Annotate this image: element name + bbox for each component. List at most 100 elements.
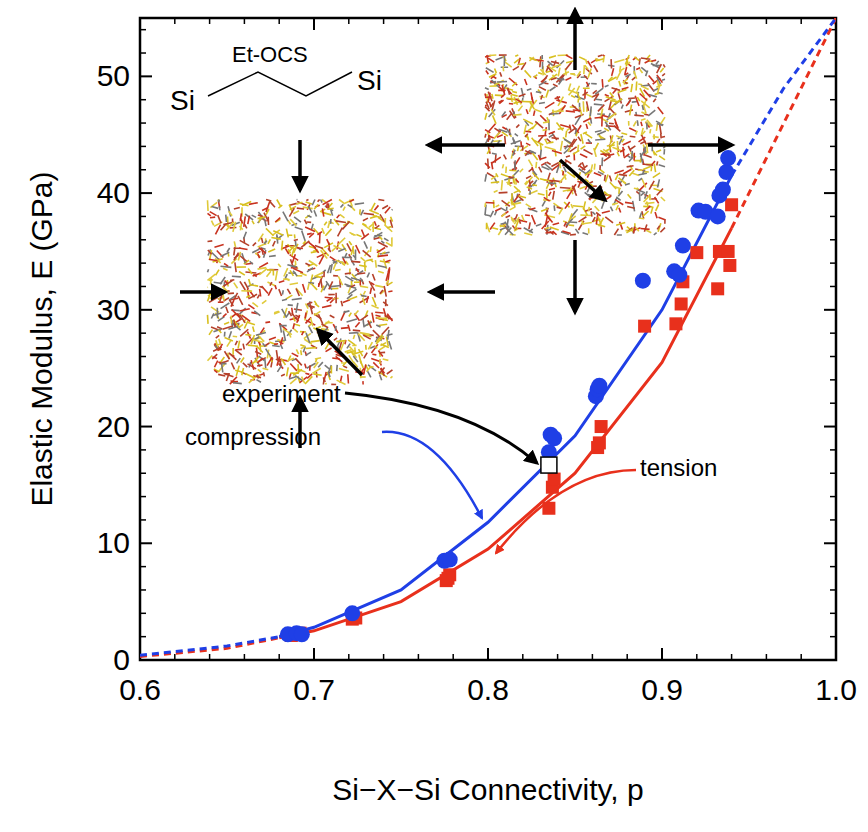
y-minor-tick	[830, 519, 836, 521]
molecular-model	[208, 200, 393, 385]
y-tick	[824, 426, 836, 428]
y-minor-tick	[140, 239, 146, 241]
y-minor-tick	[830, 262, 836, 264]
x-minor-tick	[557, 18, 559, 24]
y-minor-tick	[140, 472, 146, 474]
y-tick-label: 0	[113, 643, 130, 676]
y-minor-tick	[830, 216, 836, 218]
data-point	[718, 164, 734, 180]
x-minor-tick	[348, 18, 350, 24]
data-point	[675, 238, 691, 254]
y-minor-tick	[140, 262, 146, 264]
data-point	[710, 208, 726, 224]
y-tick	[140, 192, 152, 194]
x-tick-label: 1.0	[815, 673, 857, 706]
y-tick-label: 20	[97, 410, 130, 443]
x-minor-tick	[174, 18, 176, 24]
x-minor-tick	[278, 654, 280, 660]
y-minor-tick	[830, 402, 836, 404]
data-point	[595, 420, 608, 433]
y-minor-tick	[140, 566, 146, 568]
y-minor-tick	[140, 402, 146, 404]
y-minor-tick	[140, 146, 146, 148]
y-minor-tick	[140, 29, 146, 31]
data-point	[344, 605, 360, 621]
data-point	[711, 282, 724, 295]
y-tick	[140, 542, 152, 544]
arrow	[318, 330, 362, 375]
y-minor-tick	[830, 169, 836, 171]
y-minor-tick	[140, 169, 146, 171]
molecular-model	[485, 55, 665, 235]
data-point	[715, 182, 731, 198]
x-minor-tick	[452, 654, 454, 660]
y-minor-tick	[140, 216, 146, 218]
x-minor-tick	[696, 18, 698, 24]
x-tick-label: 0.8	[467, 673, 509, 706]
y-minor-tick	[830, 332, 836, 334]
y-minor-tick	[830, 356, 836, 358]
y-tick	[824, 659, 836, 661]
data-point	[441, 572, 454, 585]
arrow	[428, 143, 505, 147]
data-point	[720, 150, 736, 166]
arrow	[180, 290, 225, 294]
y-minor-tick	[830, 613, 836, 615]
y-minor-tick	[830, 449, 836, 451]
y-minor-tick	[140, 332, 146, 334]
arrow	[573, 10, 577, 70]
x-minor-tick	[592, 654, 594, 660]
y-minor-tick	[140, 52, 146, 54]
data-point	[591, 378, 607, 394]
atom-label: Si	[170, 85, 195, 116]
data-point	[690, 246, 703, 259]
x-tick	[661, 18, 663, 30]
data-point	[593, 436, 606, 449]
x-minor-tick	[418, 654, 420, 660]
y-minor-tick	[140, 496, 146, 498]
x-tick	[661, 648, 663, 660]
fit-curve	[140, 638, 279, 657]
plot-frame	[140, 18, 836, 660]
data-point	[723, 259, 736, 272]
x-minor-tick	[626, 18, 628, 24]
x-tick-label: 0.7	[293, 673, 335, 706]
chart: 0.60.70.80.91.001020304050Si−X−Si Connec…	[0, 0, 868, 832]
y-minor-tick	[830, 122, 836, 124]
y-minor-tick	[830, 52, 836, 54]
x-minor-tick	[244, 18, 246, 24]
experiment-point	[541, 457, 557, 473]
leader	[382, 432, 482, 518]
arrow	[430, 290, 495, 294]
data-point	[671, 267, 687, 283]
y-minor-tick	[830, 496, 836, 498]
x-tick	[313, 18, 315, 30]
x-minor-tick	[383, 654, 385, 660]
y-tick	[140, 309, 152, 311]
data-point	[635, 273, 651, 289]
y-tick	[824, 75, 836, 77]
y-tick	[140, 659, 152, 661]
y-tick	[824, 309, 836, 311]
y-minor-tick	[140, 286, 146, 288]
y-tick	[140, 75, 152, 77]
y-tick	[824, 542, 836, 544]
x-minor-tick	[209, 18, 211, 24]
x-minor-tick	[452, 18, 454, 24]
y-minor-tick	[140, 519, 146, 521]
data-point	[675, 297, 688, 310]
arrow	[298, 140, 302, 190]
x-minor-tick	[209, 654, 211, 660]
fit-curve	[279, 176, 731, 637]
x-tick	[487, 648, 489, 660]
y-minor-tick	[140, 636, 146, 638]
y-minor-tick	[140, 379, 146, 381]
x-minor-tick	[278, 18, 280, 24]
y-minor-tick	[830, 99, 836, 101]
data-point	[722, 245, 735, 258]
plot-area	[140, 18, 836, 656]
y-minor-tick	[830, 379, 836, 381]
x-minor-tick	[557, 654, 559, 660]
fit-curve	[279, 228, 731, 638]
data-point	[442, 552, 458, 568]
